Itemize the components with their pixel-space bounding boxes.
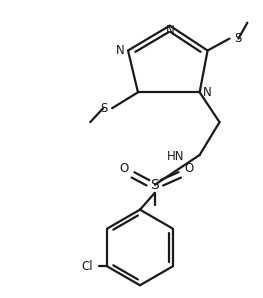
Text: N: N [116,44,124,57]
Text: S: S [150,178,159,192]
Text: S: S [100,102,107,115]
Text: O: O [119,162,129,176]
Text: S: S [234,32,242,45]
Text: N: N [203,86,212,99]
Text: Cl: Cl [82,260,93,273]
Text: HN: HN [167,150,185,164]
Text: O: O [184,162,193,176]
Text: N: N [165,24,174,37]
